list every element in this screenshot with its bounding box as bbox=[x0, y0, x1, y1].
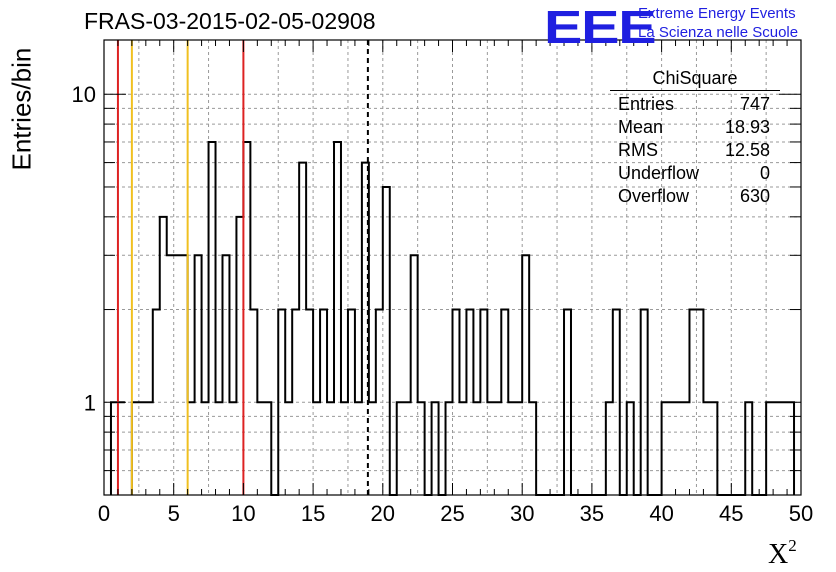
stats-value: 12.58 bbox=[724, 140, 770, 160]
stats-value: 18.93 bbox=[724, 117, 770, 137]
stats-label: Underflow bbox=[618, 163, 700, 183]
stats-row-overflow: Overflow 630 bbox=[610, 185, 780, 208]
stats-row-entries: Entries 747 bbox=[610, 93, 780, 116]
stats-value: 747 bbox=[739, 94, 770, 114]
stats-label: RMS bbox=[618, 140, 658, 160]
y-tick-label: 10 bbox=[72, 82, 96, 107]
stats-row-rms: RMS 12.58 bbox=[610, 139, 780, 162]
x-tick-label: 10 bbox=[231, 501, 255, 526]
y-axis-label: Entries/bin bbox=[6, 47, 37, 171]
stats-label: Mean bbox=[618, 117, 664, 137]
logo-line-2: La Scienza nelle Scuole bbox=[638, 24, 799, 41]
stats-title: ChiSquare bbox=[610, 66, 780, 91]
x-tick-label: 25 bbox=[440, 501, 464, 526]
stats-value: 0 bbox=[759, 163, 770, 183]
x-tick-label: 15 bbox=[301, 501, 325, 526]
x-axis-label: X2 bbox=[768, 536, 797, 571]
stats-value: 630 bbox=[739, 186, 770, 206]
stats-label: Entries bbox=[618, 94, 675, 114]
x-axis-label-base: X bbox=[768, 539, 789, 570]
plot-title: FRAS-03-2015-02-05-02908 bbox=[84, 8, 376, 34]
stats-label: Overflow bbox=[618, 186, 690, 206]
x-tick-label: 30 bbox=[510, 501, 534, 526]
eee-logo: EEE bbox=[544, 1, 657, 53]
x-tick-label: 20 bbox=[371, 501, 395, 526]
x-tick-label: 5 bbox=[168, 501, 180, 526]
logo-line-1: Extreme Energy Events bbox=[638, 5, 796, 22]
x-tick-label: 0 bbox=[98, 501, 110, 526]
y-tick-label: 1 bbox=[84, 390, 96, 415]
x-axis-label-sup: 2 bbox=[788, 536, 797, 555]
stats-row-underflow: Underflow 0 bbox=[610, 162, 780, 185]
stats-row-mean: Mean 18.93 bbox=[610, 116, 780, 139]
x-tick-label: 45 bbox=[719, 501, 743, 526]
x-tick-label: 35 bbox=[580, 501, 604, 526]
logo-caption: Extreme Energy Events La Scienza nelle S… bbox=[638, 4, 798, 42]
x-tick-label: 50 bbox=[789, 501, 813, 526]
stats-box: ChiSquare Entries 747 Mean 18.93 RMS 12.… bbox=[610, 66, 780, 208]
x-tick-label: 40 bbox=[649, 501, 673, 526]
